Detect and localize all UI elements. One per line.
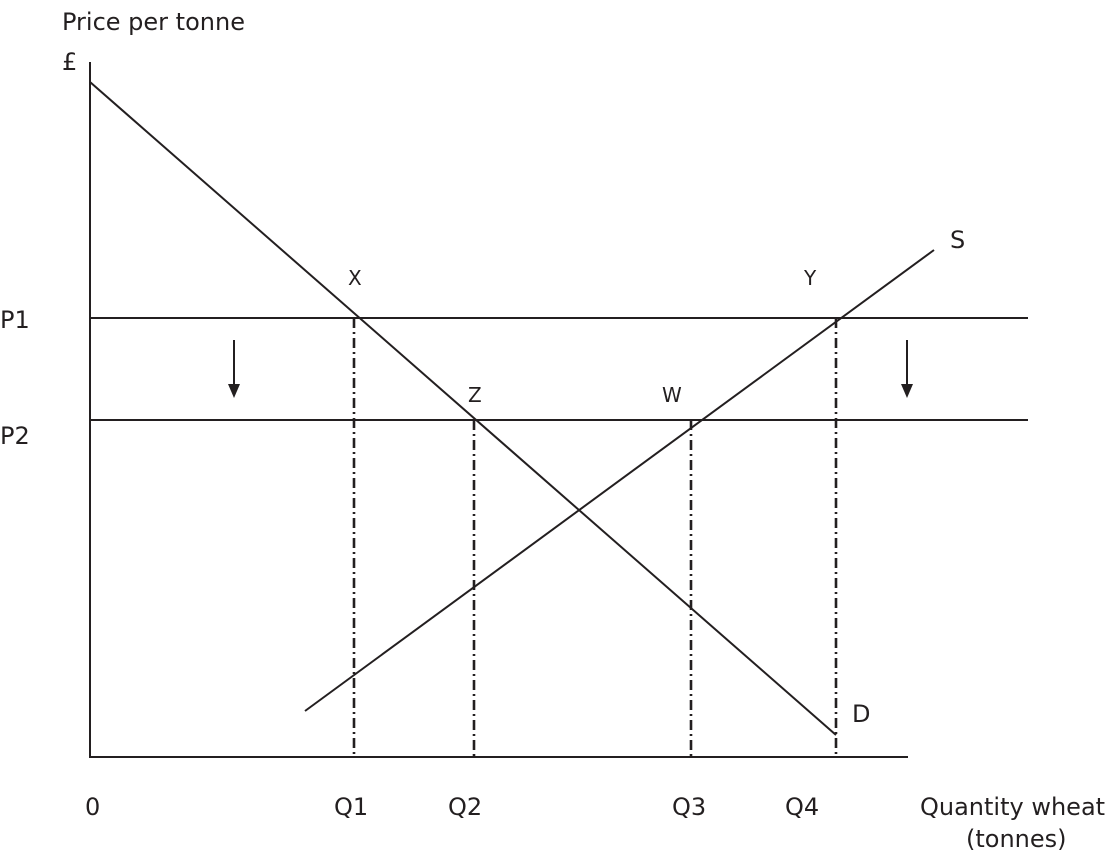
point-label-w: W xyxy=(662,383,682,407)
y-axis-unit: £ xyxy=(62,48,77,76)
supply-curve xyxy=(304,249,935,712)
quantity-label-q3: Q3 xyxy=(672,793,706,821)
demand-curve-label: D xyxy=(852,700,870,728)
quantity-label-q4: Q4 xyxy=(785,793,819,821)
price-label-p1: P1 xyxy=(0,306,30,334)
point-label-x: X xyxy=(348,266,362,290)
down-arrow-left-icon xyxy=(228,340,240,398)
supply-curve-label: S xyxy=(950,226,965,254)
quantity-label-q1: Q1 xyxy=(334,793,368,821)
x-axis-label-line2: (tonnes) xyxy=(966,825,1067,853)
point-label-y: Y xyxy=(803,266,817,290)
demand-curve xyxy=(89,81,837,736)
y-axis-label: Price per tonne xyxy=(62,8,245,36)
point-label-z: Z xyxy=(468,383,482,407)
origin-label: 0 xyxy=(85,793,100,821)
down-arrow-right-icon xyxy=(901,340,913,398)
quantity-label-q2: Q2 xyxy=(448,793,482,821)
x-axis-label-line1: Quantity wheat xyxy=(920,793,1105,821)
price-label-p2: P2 xyxy=(0,422,30,450)
